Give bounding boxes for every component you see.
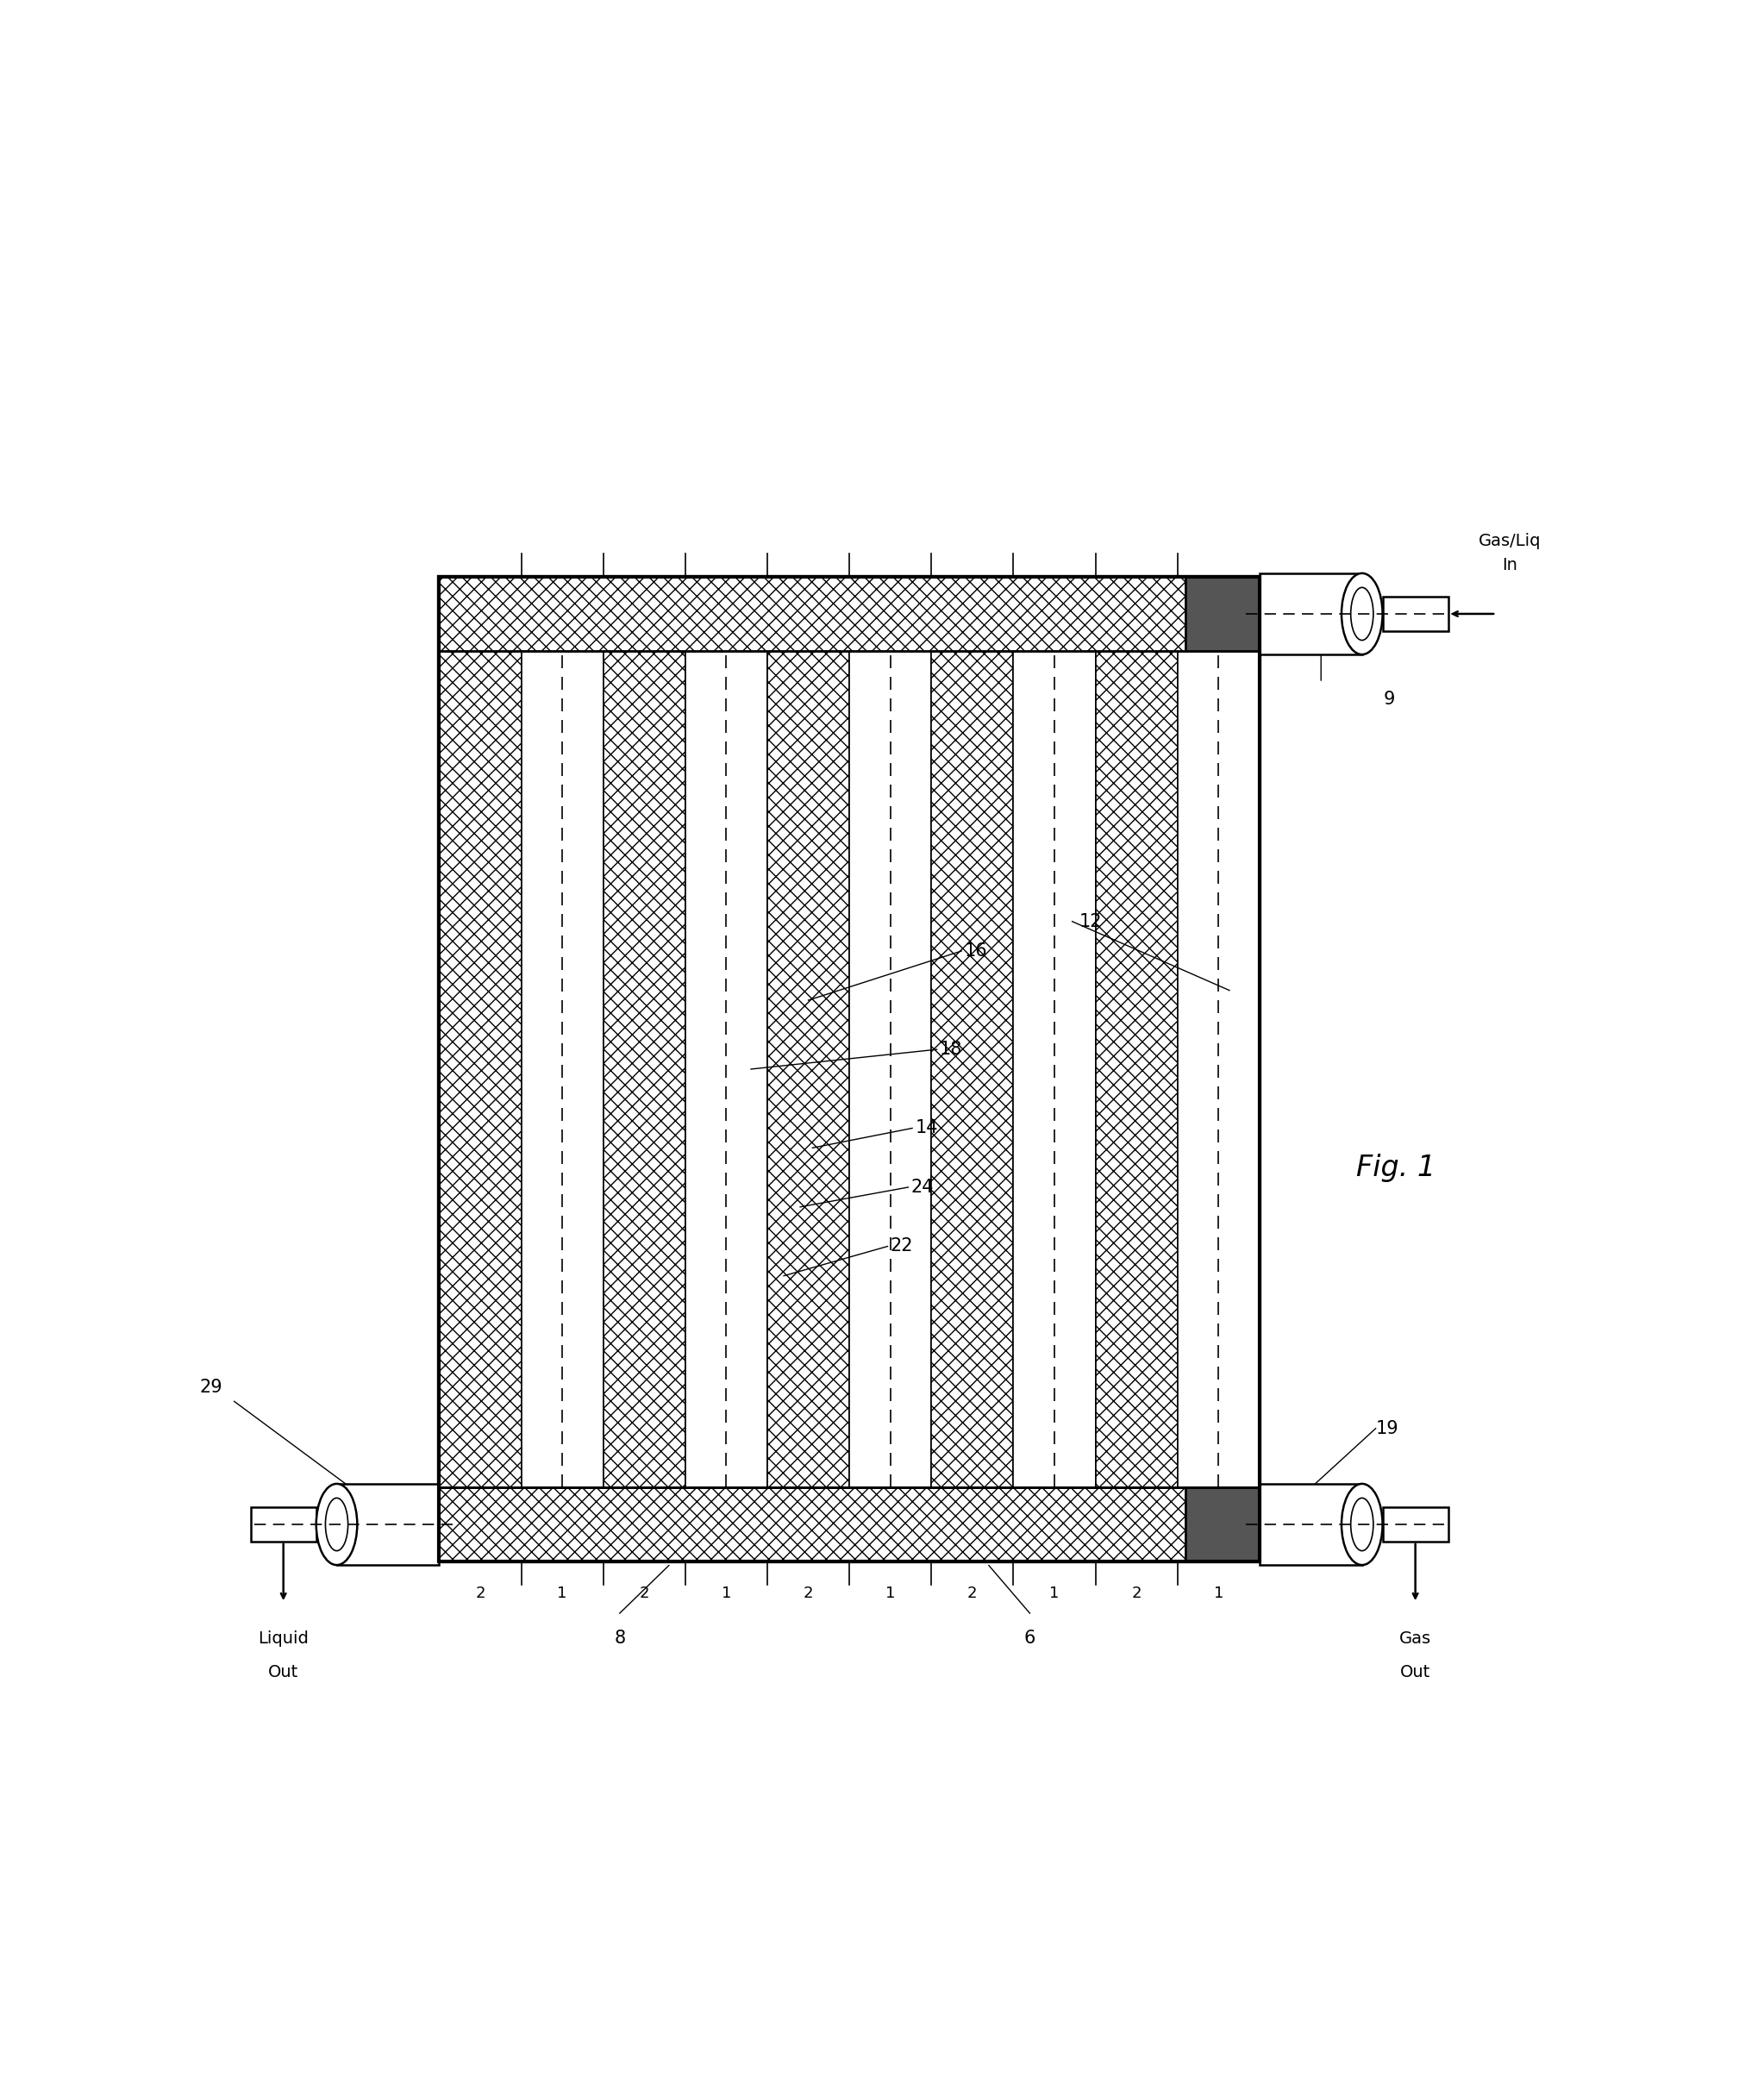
Text: 16: 16 — [965, 943, 988, 959]
Bar — [439, 1488, 1185, 1561]
Bar — [767, 650, 850, 1488]
Text: 8: 8 — [614, 1630, 626, 1647]
Text: 1: 1 — [1214, 1586, 1224, 1601]
Text: 22: 22 — [891, 1237, 914, 1254]
Bar — [522, 650, 603, 1488]
Text: 1: 1 — [557, 1586, 568, 1601]
Text: 2: 2 — [803, 1586, 813, 1601]
Bar — [439, 577, 1259, 1561]
Text: 1: 1 — [721, 1586, 732, 1601]
Text: 19: 19 — [1376, 1419, 1399, 1438]
Bar — [1259, 1484, 1362, 1565]
Bar — [603, 650, 686, 1488]
Bar — [1185, 577, 1259, 650]
Bar — [931, 650, 1013, 1488]
Bar — [1178, 650, 1259, 1488]
Text: 24: 24 — [910, 1179, 933, 1195]
Bar — [684, 650, 767, 1488]
Ellipse shape — [316, 1484, 356, 1565]
Text: Liquid: Liquid — [258, 1630, 309, 1647]
Bar — [250, 1507, 316, 1542]
Text: 12: 12 — [1080, 913, 1102, 930]
Text: Fig. 1: Fig. 1 — [1357, 1154, 1436, 1181]
Text: 9: 9 — [1383, 692, 1395, 709]
Bar — [1259, 573, 1362, 654]
Bar — [439, 577, 1185, 650]
Ellipse shape — [1341, 573, 1383, 654]
Bar — [1013, 650, 1095, 1488]
Text: Out: Out — [268, 1664, 298, 1680]
Ellipse shape — [1341, 1484, 1383, 1565]
Bar — [850, 650, 931, 1488]
Text: Out: Out — [1401, 1664, 1431, 1680]
Text: 1: 1 — [1050, 1586, 1060, 1601]
Text: 2: 2 — [1131, 1586, 1141, 1601]
Text: 2: 2 — [967, 1586, 977, 1601]
Text: 1: 1 — [886, 1586, 896, 1601]
Text: Gas: Gas — [1399, 1630, 1431, 1647]
Bar — [1383, 598, 1448, 631]
Text: 2: 2 — [639, 1586, 649, 1601]
Text: 14: 14 — [916, 1120, 938, 1137]
Bar — [1185, 1488, 1259, 1561]
Text: Gas/Liq: Gas/Liq — [1478, 533, 1542, 550]
Bar — [439, 577, 1259, 1561]
Bar — [439, 650, 522, 1488]
Bar — [337, 1484, 439, 1565]
Text: 18: 18 — [940, 1041, 963, 1058]
Text: 29: 29 — [199, 1379, 222, 1396]
Bar — [1095, 650, 1178, 1488]
Text: In: In — [1501, 556, 1517, 573]
Bar — [1383, 1507, 1448, 1542]
Text: 6: 6 — [1025, 1630, 1035, 1647]
Text: 2: 2 — [475, 1586, 485, 1601]
